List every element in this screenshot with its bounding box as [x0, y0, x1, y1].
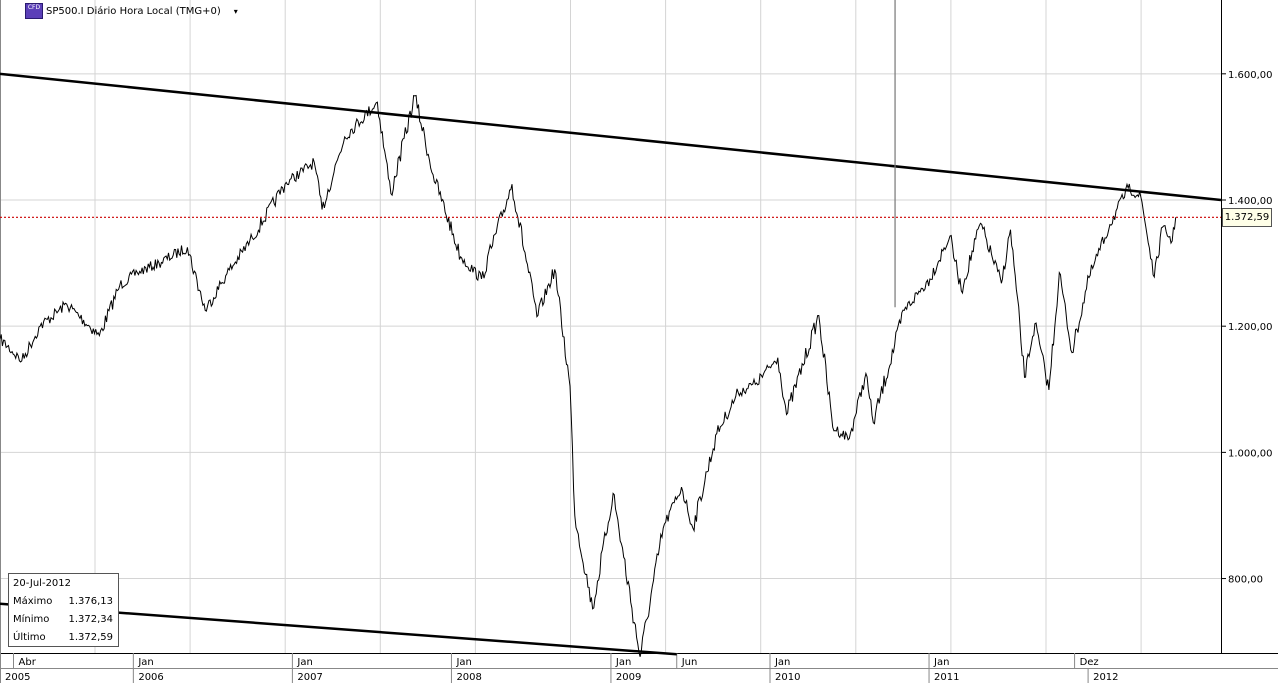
y-tick-label: 1.200,00 — [1228, 322, 1273, 333]
info-value: 1.372,34 — [68, 614, 113, 625]
x-year-label: 2009 — [616, 672, 641, 683]
info-label: Último — [13, 632, 46, 643]
x-year-label: 2010 — [775, 672, 800, 683]
info-label: Mínimo — [13, 614, 50, 625]
y-tick-label: 1.000,00 — [1228, 448, 1273, 459]
x-year-label: 2012 — [1093, 672, 1118, 683]
x-tick-label: Jan — [296, 657, 312, 668]
x-tick-label: Dez — [1080, 657, 1099, 668]
info-value: 1.376,13 — [68, 596, 113, 607]
x-year-label: 2008 — [456, 672, 481, 683]
y-tick-label: 800,00 — [1228, 575, 1263, 586]
chart-title-text: SP500.I Diário Hora Local (TMG+0) — [46, 5, 221, 17]
info-label: Máximo — [13, 596, 53, 607]
x-tick-label: Jan — [615, 657, 631, 668]
info-date: 20-Jul-2012 — [13, 578, 72, 589]
x-tick-label: Jan — [137, 657, 153, 668]
info-box: 20-Jul-2012 Máximo 1.376,13 Mínimo 1.372… — [8, 573, 119, 647]
trendline — [0, 72, 1222, 202]
caret-down-icon[interactable]: ▾ — [233, 6, 238, 16]
x-tick-label: Jun — [681, 657, 698, 668]
info-row-low: Mínimo 1.372,34 — [13, 614, 113, 625]
x-year-label: 2006 — [138, 672, 163, 683]
x-tick-label: Jan — [933, 657, 949, 668]
x-tick-label: Jan — [455, 657, 471, 668]
x-year-label: 2011 — [934, 672, 959, 683]
chart-title[interactable]: CFD SP500.I Diário Hora Local (TMG+0) ▾ — [25, 3, 238, 19]
info-value: 1.372,59 — [68, 632, 113, 643]
x-tick-label: Jan — [774, 657, 790, 668]
cfd-instrument-icon: CFD — [25, 3, 43, 19]
x-tick-label: Abr — [19, 657, 37, 668]
info-row-high: Máximo 1.376,13 — [13, 596, 113, 607]
x-year-label: 2005 — [5, 672, 30, 683]
price-series-line — [0, 94, 1177, 657]
y-tick-label: 1.400,00 — [1228, 196, 1273, 207]
y-tick-label: 1.600,00 — [1228, 70, 1273, 81]
info-row-last: Último 1.372,59 — [13, 632, 113, 643]
last-price-tag: 1.372,59 — [1222, 208, 1272, 228]
x-year-label: 2007 — [297, 672, 322, 683]
